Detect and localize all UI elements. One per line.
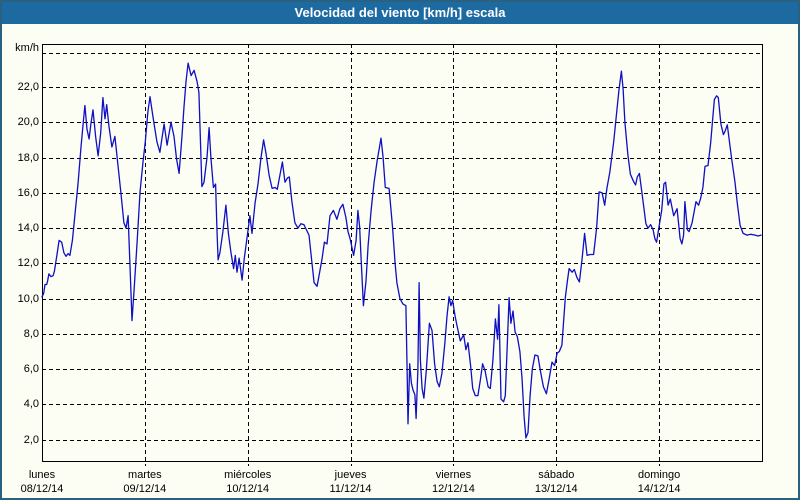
day-name: jueves [334, 469, 367, 481]
wind-speed-line [41, 62, 762, 439]
day-gridlines [145, 44, 660, 466]
day-date: 09/12/14 [123, 483, 167, 495]
day-label-sábado: sábado 13/12/14 [508, 469, 604, 496]
y-tick-label: 20,0 [17, 116, 39, 129]
y-tick-label: 2,0 [23, 433, 39, 446]
title-bar: Velocidad del viento [km/h] escala [2, 2, 798, 24]
y-tick-label: 18,0 [17, 151, 39, 164]
day-label-miércoles: miércoles 10/12/14 [200, 469, 296, 496]
day-label-martes: martes 09/12/14 [97, 469, 193, 496]
day-date: 10/12/14 [226, 483, 270, 495]
y-tick-label: 22,0 [17, 81, 39, 94]
chart-title: Velocidad del viento [km/h] escala [294, 5, 506, 20]
horizontal-gridlines [42, 53, 762, 441]
y-tick-label: 4,0 [23, 398, 39, 411]
day-name: sábado [538, 469, 575, 481]
day-name: miércoles [224, 469, 272, 481]
day-name: martes [128, 469, 162, 481]
day-name: lunes [28, 469, 56, 481]
y-tick-label: 16,0 [17, 186, 39, 199]
y-tick-label: 10,0 [17, 292, 39, 305]
day-date: 14/12/14 [637, 483, 681, 495]
y-tick-label: 14,0 [17, 222, 39, 235]
plot-border [42, 44, 763, 462]
y-tick-label: 8,0 [23, 327, 39, 340]
day-date: 08/12/14 [20, 483, 64, 495]
day-label-jueves: jueves 11/12/14 [303, 469, 399, 496]
day-date: 12/12/14 [432, 483, 475, 495]
day-label-viernes: viernes 12/12/14 [405, 469, 501, 496]
y-axis-unit-label: km/h [15, 42, 39, 54]
day-name: viernes [435, 469, 472, 481]
day-date: 11/12/14 [329, 483, 372, 495]
day-name: domingo [638, 469, 681, 481]
y-tick-label: 12,0 [17, 257, 39, 270]
y-tick-label: 6,0 [23, 363, 39, 376]
day-label-domingo: domingo 14/12/14 [611, 469, 707, 496]
day-date: 13/12/14 [534, 483, 578, 495]
day-label-lunes: lunes 08/12/14 [2, 469, 90, 496]
